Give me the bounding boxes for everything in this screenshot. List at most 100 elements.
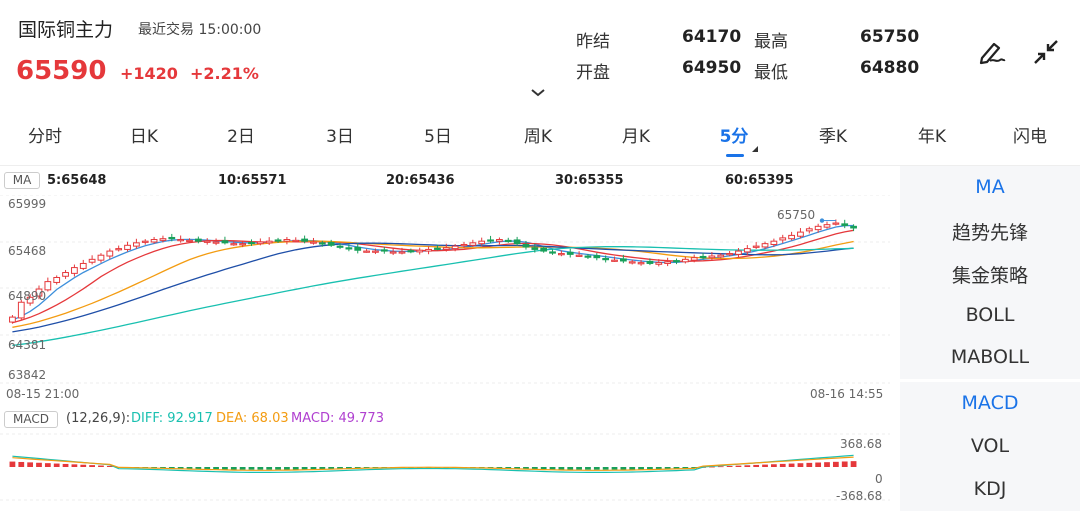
macd-histogram-bar	[638, 467, 644, 470]
macd-histogram-bar	[655, 467, 662, 470]
candle-body	[841, 223, 849, 226]
y-tick-1: 65999	[8, 197, 47, 211]
macd-histogram-bar	[9, 461, 16, 467]
candle-body	[690, 257, 698, 261]
candle-body	[265, 240, 273, 244]
pen-signature-icon[interactable]	[976, 36, 1008, 68]
ma10-line	[12, 229, 854, 324]
candle-body	[717, 254, 725, 258]
candle-body	[124, 244, 131, 250]
candle-body	[141, 240, 149, 243]
tab-2day[interactable]: 2日	[227, 127, 255, 147]
candle-body	[17, 301, 25, 319]
macd-indicator-tag[interactable]: MACD	[4, 411, 58, 428]
macd-histogram-bar	[629, 467, 636, 470]
macd-histogram-bar	[620, 467, 627, 470]
candle-body	[71, 267, 78, 274]
indicator-gold-strategy[interactable]: 集金策略	[951, 265, 1028, 287]
candle-body	[496, 239, 503, 242]
tab-season-k[interactable]: 季K	[818, 127, 848, 147]
tab-5min[interactable]: 5分	[719, 127, 749, 147]
macd-histogram-bar	[744, 465, 751, 467]
macd-histogram-bar	[593, 467, 600, 470]
ma-indicator-tag[interactable]: MA	[4, 172, 40, 189]
macd-value: MACD: 49.773	[291, 411, 384, 426]
candle-body	[354, 246, 362, 251]
candle-body	[26, 296, 34, 304]
candle-body	[194, 238, 202, 242]
candle-body	[558, 253, 565, 256]
candle-body	[814, 225, 822, 231]
candle-body	[88, 258, 96, 263]
macd-histogram-bar	[531, 467, 538, 470]
high-marker-label: 65750	[777, 208, 816, 222]
macd-histogram-bar	[266, 467, 273, 470]
macd-histogram-bar	[177, 467, 184, 469]
tab-year-k[interactable]: 年K	[917, 127, 947, 147]
tab-month-k[interactable]: 月K	[621, 127, 651, 147]
indicator-vol[interactable]: VOL	[970, 435, 1010, 457]
macd-histogram-bar	[89, 465, 95, 467]
candle-body	[380, 249, 388, 252]
candle-body	[602, 258, 610, 261]
tab-dropdown-corner-icon[interactable]	[752, 146, 758, 152]
tab-3day[interactable]: 3日	[326, 127, 354, 147]
macd-histogram-bar	[824, 462, 830, 467]
candle-body	[9, 316, 16, 323]
candle-body	[336, 245, 344, 248]
macd-histogram-bar	[257, 467, 264, 470]
macd-histogram-bar	[664, 467, 671, 469]
tab-day-k[interactable]: 日K	[129, 127, 159, 147]
candle-body	[513, 239, 521, 245]
high-value: 65750	[860, 27, 920, 47]
y-tick-4: 64381	[8, 338, 47, 352]
macd-histogram-bar	[841, 461, 848, 467]
tab-lightning[interactable]: 闪电	[1013, 127, 1047, 147]
macd-histogram-bar	[496, 467, 503, 469]
panel-divider	[900, 379, 1080, 382]
chevron-down-icon[interactable]	[528, 86, 548, 100]
candle-body	[53, 276, 61, 283]
high-marker-dot	[819, 218, 825, 223]
candle-body	[655, 262, 663, 265]
candle-body	[531, 247, 539, 250]
y-tick-2: 65468	[8, 244, 47, 258]
macd-histogram-bar	[284, 467, 290, 470]
tab-fenshi[interactable]: 分时	[28, 127, 62, 147]
indicator-kdj[interactable]: KDJ	[973, 478, 1007, 500]
indicator-ma[interactable]: MA	[975, 176, 1005, 198]
y-tick-5: 63842	[8, 368, 47, 382]
macd-histogram-bar	[691, 467, 698, 469]
candle-body	[283, 239, 291, 242]
collapse-arrows-icon[interactable]	[1030, 36, 1062, 68]
ma20-value: 20:65436	[386, 173, 455, 188]
indicator-boll[interactable]: BOLL	[965, 304, 1015, 326]
tab-5day[interactable]: 5日	[424, 127, 452, 147]
indicator-macd[interactable]: MACD	[961, 392, 1019, 414]
macd-histogram-bar	[762, 464, 768, 467]
candle-body	[318, 242, 326, 245]
tab-week-k[interactable]: 周K	[523, 127, 553, 147]
candle-body	[221, 240, 229, 244]
indicator-trend-pioneer[interactable]: 趋势先锋	[951, 222, 1028, 244]
indicator-maboll[interactable]: MABOLL	[950, 346, 1030, 368]
candle-body	[832, 222, 840, 225]
macd-histogram-bar	[673, 467, 680, 469]
candle-body	[363, 250, 370, 253]
ma60-value: 60:65395	[725, 173, 794, 188]
candle-body	[106, 250, 114, 257]
candle-body	[425, 248, 432, 252]
macd-chart[interactable]	[0, 432, 890, 502]
macd-histogram-bar	[726, 465, 733, 467]
candle-body	[230, 243, 238, 246]
candle-body	[372, 250, 379, 253]
ma60-line	[12, 246, 854, 347]
candle-body	[681, 258, 689, 263]
candle-body	[575, 254, 583, 257]
candle-body	[398, 251, 406, 254]
macd-histogram-bar	[549, 467, 556, 470]
macd-histogram-bar	[80, 464, 87, 467]
candlestick-chart[interactable]	[0, 195, 890, 385]
high-label: 最高	[754, 32, 788, 52]
macd-histogram-bar	[709, 466, 715, 468]
